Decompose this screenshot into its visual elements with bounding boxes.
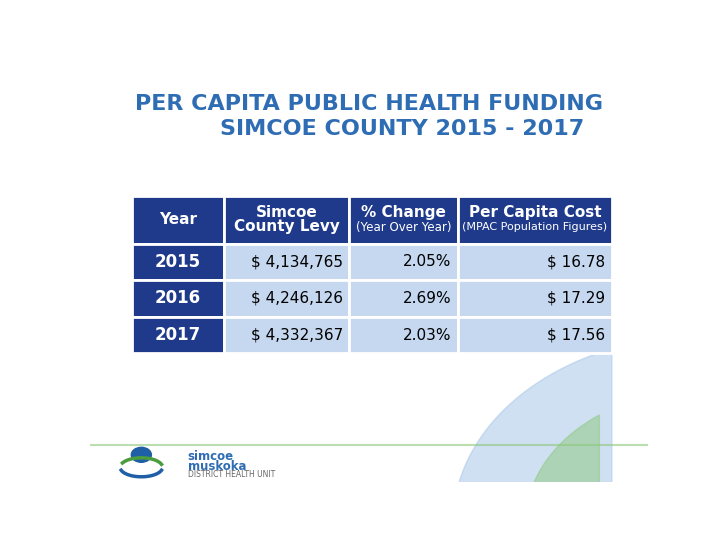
Text: muskoka: muskoka bbox=[188, 460, 246, 472]
Text: (MPAC Population Figures): (MPAC Population Figures) bbox=[462, 222, 608, 232]
Text: 2.69%: 2.69% bbox=[403, 291, 451, 306]
Bar bbox=[349, 244, 458, 280]
Bar bbox=[458, 280, 612, 317]
Bar bbox=[458, 317, 612, 353]
Bar bbox=[132, 244, 224, 280]
Text: SIMCOE COUNTY 2015 - 2017: SIMCOE COUNTY 2015 - 2017 bbox=[220, 119, 585, 139]
Text: $ 17.29: $ 17.29 bbox=[547, 291, 605, 306]
Polygon shape bbox=[0, 0, 297, 23]
Bar bbox=[132, 280, 224, 317]
Text: $ 4,134,765: $ 4,134,765 bbox=[251, 254, 343, 269]
Text: 2.05%: 2.05% bbox=[403, 254, 451, 269]
Bar bbox=[349, 280, 458, 317]
Bar bbox=[224, 244, 349, 280]
Bar bbox=[132, 196, 224, 244]
Text: Simcoe: Simcoe bbox=[256, 205, 318, 220]
Text: $ 16.78: $ 16.78 bbox=[547, 254, 605, 269]
Text: Per Capita Cost: Per Capita Cost bbox=[469, 205, 601, 220]
Bar bbox=[132, 317, 224, 353]
Text: Year: Year bbox=[159, 212, 197, 227]
Bar bbox=[224, 317, 349, 353]
Bar bbox=[458, 244, 612, 280]
Text: (Year Over Year): (Year Over Year) bbox=[356, 221, 451, 234]
Text: 2.03%: 2.03% bbox=[403, 328, 451, 342]
Text: PER CAPITA PUBLIC HEALTH FUNDING: PER CAPITA PUBLIC HEALTH FUNDING bbox=[135, 94, 603, 114]
Polygon shape bbox=[0, 0, 224, 23]
Text: % Change: % Change bbox=[361, 205, 446, 220]
Circle shape bbox=[131, 447, 151, 462]
Text: 2016: 2016 bbox=[155, 289, 201, 307]
Polygon shape bbox=[536, 0, 704, 31]
Text: 2017: 2017 bbox=[155, 326, 201, 344]
Bar bbox=[349, 196, 458, 244]
Text: County Levy: County Levy bbox=[234, 219, 340, 234]
Bar bbox=[224, 196, 349, 244]
Text: 2015: 2015 bbox=[155, 253, 201, 271]
Bar bbox=[458, 196, 612, 244]
Bar bbox=[349, 317, 458, 353]
Text: $ 4,332,367: $ 4,332,367 bbox=[251, 328, 343, 342]
Text: simcoe: simcoe bbox=[188, 450, 234, 463]
Text: DISTRICT HEALTH UNIT: DISTRICT HEALTH UNIT bbox=[188, 470, 275, 479]
Text: $ 4,246,126: $ 4,246,126 bbox=[251, 291, 343, 306]
Text: $ 17.56: $ 17.56 bbox=[547, 328, 605, 342]
Bar bbox=[224, 280, 349, 317]
